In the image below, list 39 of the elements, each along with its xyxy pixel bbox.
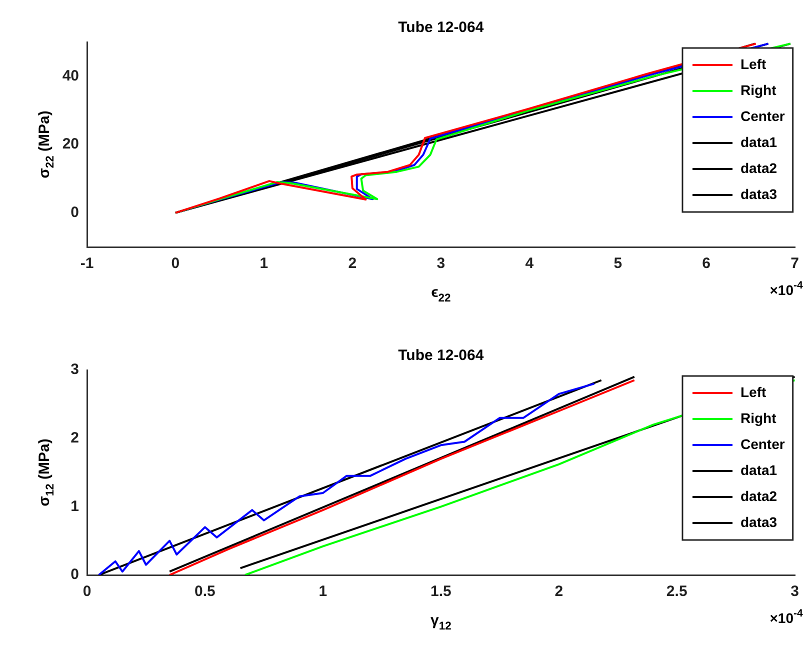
x-tick-label: 0 bbox=[82, 583, 92, 600]
x-tick-label: 2.5 bbox=[666, 583, 688, 600]
x-tick-label: 1 bbox=[318, 583, 328, 600]
x-tick-label: 7 bbox=[790, 255, 799, 272]
y-tick-label: 2 bbox=[70, 429, 79, 446]
y-axis-title: σ22 (MPa) bbox=[36, 110, 56, 178]
y-tick-label: 0 bbox=[70, 204, 79, 221]
x-tick-label: -1 bbox=[80, 255, 94, 272]
x-tick-label: 5 bbox=[614, 255, 622, 272]
x-tick-label: 6 bbox=[702, 255, 711, 272]
legend-label: Center bbox=[740, 436, 786, 452]
chart-title: Tube 12-064 bbox=[398, 347, 484, 364]
legend-label: Left bbox=[740, 384, 766, 400]
legend-label: data3 bbox=[740, 514, 778, 530]
legend-label: Right bbox=[740, 82, 777, 98]
x-tick-label: 0.5 bbox=[194, 583, 216, 600]
legend-label: data2 bbox=[740, 488, 778, 504]
x-tick-label: 1 bbox=[260, 255, 268, 272]
x-tick-label: 3 bbox=[790, 583, 799, 600]
legend-label: data2 bbox=[740, 160, 778, 176]
x-tick-label: 2 bbox=[554, 583, 564, 600]
y-tick-label: 0 bbox=[70, 566, 79, 584]
legend-label: Left bbox=[740, 56, 766, 72]
legend-label: Right bbox=[740, 410, 777, 426]
legend-label: Center bbox=[740, 108, 786, 124]
y-tick-label: 40 bbox=[62, 67, 79, 84]
x-tick-label: 4 bbox=[525, 255, 534, 272]
legend-label: data1 bbox=[740, 134, 778, 150]
y-tick-label: 20 bbox=[62, 136, 79, 153]
x-tick-label: 2 bbox=[348, 255, 357, 272]
legend-label: data3 bbox=[740, 186, 778, 202]
x-tick-label: 1.5 bbox=[430, 583, 452, 600]
x-tick-label: 3 bbox=[436, 255, 446, 272]
y-axis-title: σ12 (MPa) bbox=[36, 438, 56, 506]
chart-title: Tube 12-064 bbox=[398, 19, 484, 36]
y-tick-label: 1 bbox=[70, 498, 79, 515]
x-tick-label: 0 bbox=[171, 255, 180, 272]
y-tick-label: 3 bbox=[70, 361, 79, 378]
legend-label: data1 bbox=[740, 462, 778, 478]
